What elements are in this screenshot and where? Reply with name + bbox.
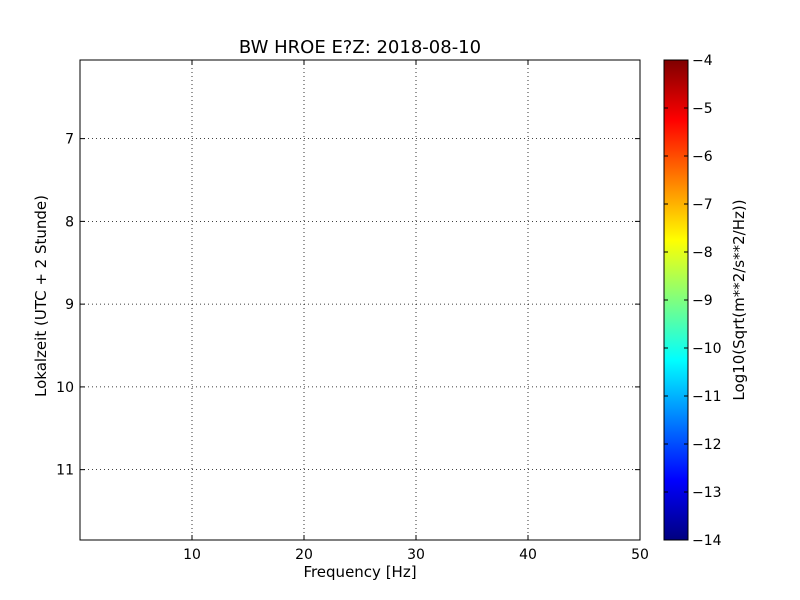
chart-title: BW HROE E?Z: 2018-08-10: [239, 37, 481, 58]
